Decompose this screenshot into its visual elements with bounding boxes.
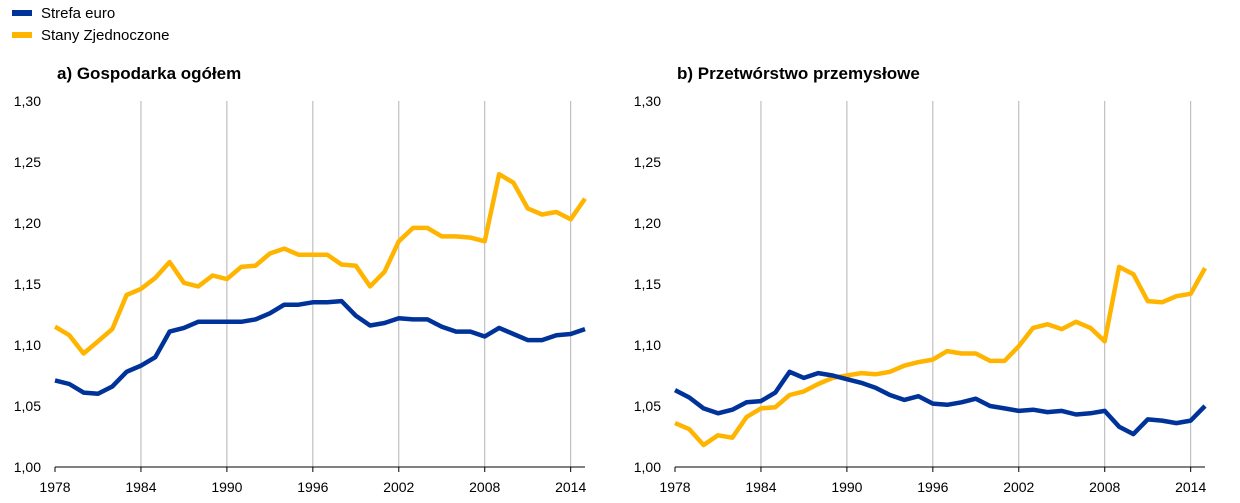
panel-a-x-tick-label: 2014 bbox=[555, 479, 586, 495]
legend-swatch-united-states bbox=[12, 32, 32, 38]
panel-a-title: a) Gospodarka ogółem bbox=[57, 64, 242, 83]
panel-a-y-tick-label: 1,00 bbox=[14, 459, 41, 475]
panel-b-x-tick-label: 2002 bbox=[1003, 479, 1034, 495]
panel-a-x-tick-label: 1978 bbox=[39, 479, 70, 495]
legend: Strefa euro Stany Zjednoczone bbox=[12, 2, 169, 46]
legend-swatch-euro-area bbox=[12, 10, 32, 16]
panel-b-title: b) Przetwórstwo przemysłowe bbox=[677, 64, 920, 83]
panel-a-series-united-states-line bbox=[53, 171, 587, 356]
panel-a-series-euro-area-line bbox=[54, 298, 586, 397]
panel-a-x-tick-label: 1990 bbox=[211, 479, 242, 495]
panel-a-y-tick-label: 1,10 bbox=[14, 337, 41, 353]
panel-b-x-tick-label: 1990 bbox=[831, 479, 862, 495]
panel-b-y-tick-label: 1,05 bbox=[634, 398, 661, 414]
panel-a-y-tick-label: 1,30 bbox=[14, 93, 41, 109]
panel-a-x-tick-label: 1984 bbox=[125, 479, 156, 495]
panel-b-y-tick-label: 1,25 bbox=[634, 154, 661, 170]
panel-a-y-tick-label: 1,05 bbox=[14, 398, 41, 414]
panel-a-x-tick-label: 2002 bbox=[383, 479, 414, 495]
panel-b-y-tick-label: 1,15 bbox=[634, 276, 661, 292]
panel-b-x-tick-label: 1978 bbox=[659, 479, 690, 495]
legend-item-united-states: Stany Zjednoczone bbox=[12, 24, 169, 46]
panel-b-series-euro-area-line bbox=[673, 369, 1207, 437]
legend-label-euro-area: Strefa euro bbox=[41, 4, 116, 22]
panel-a-y-tick-label: 1,25 bbox=[14, 154, 41, 170]
panel-b-series-united-states-line bbox=[674, 264, 1207, 448]
panel-b-y-tick-label: 1,10 bbox=[634, 337, 661, 353]
panel-a-y-tick-label: 1,15 bbox=[14, 276, 41, 292]
panel-a-y-tick-label: 1,20 bbox=[14, 215, 41, 231]
panel-b-y-tick-label: 1,00 bbox=[634, 459, 661, 475]
panel-b-y-tick-label: 1,20 bbox=[634, 215, 661, 231]
panel-b-y-tick-label: 1,30 bbox=[634, 93, 661, 109]
panel-b-x-tick-label: 2014 bbox=[1175, 479, 1206, 495]
legend-label-united-states: Stany Zjednoczone bbox=[41, 26, 170, 44]
panel-a-x-tick-label: 1996 bbox=[297, 479, 328, 495]
legend-item-euro-area: Strefa euro bbox=[12, 2, 169, 24]
panel-a-x-tick-label: 2008 bbox=[469, 479, 500, 495]
panel-b-x-tick-label: 1984 bbox=[745, 479, 776, 495]
panel-b-x-tick-label: 2008 bbox=[1089, 479, 1120, 495]
panel-b-x-tick-label: 1996 bbox=[917, 479, 948, 495]
